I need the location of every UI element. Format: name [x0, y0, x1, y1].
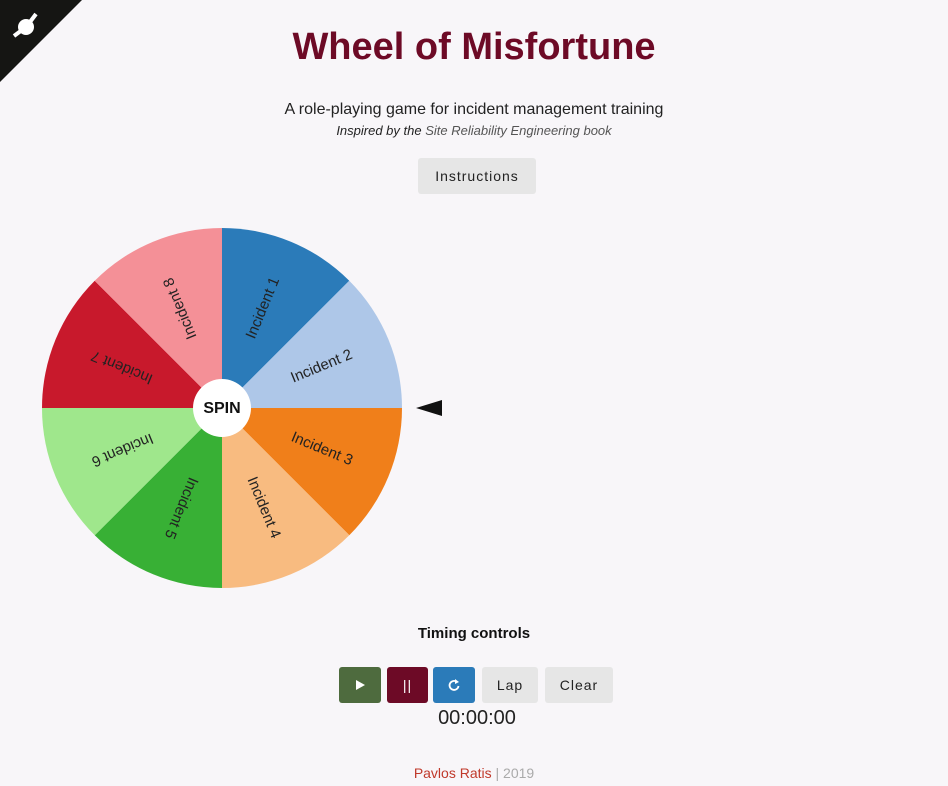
wheel-segment: [222, 408, 350, 588]
wheel-segment: [222, 228, 350, 408]
footer-author[interactable]: Pavlos Ratis: [413, 765, 492, 781]
play-icon: [356, 680, 365, 690]
footer: Pavlos Ratis | 2019: [0, 765, 948, 781]
pause-button[interactable]: ||: [387, 667, 428, 703]
github-corner[interactable]: [0, 0, 82, 82]
spin-button-bg: [193, 379, 251, 437]
subtitle: A role-playing game for incident managem…: [284, 101, 664, 118]
lap-button[interactable]: Lap: [482, 667, 538, 703]
footer-year: | 2019: [495, 765, 535, 781]
wheel-segment: [42, 280, 222, 408]
spin-label[interactable]: SPIN: [203, 400, 240, 417]
book-link[interactable]: Site Reliability Engineering book: [425, 123, 612, 138]
clear-button[interactable]: Clear: [545, 667, 613, 703]
wheel-segment: [42, 408, 222, 536]
wheel-pointer: [416, 400, 442, 416]
instructions-button[interactable]: Instructions: [418, 158, 536, 194]
timing-title: Timing controls: [417, 625, 531, 642]
inspired-prefix: Inspired by the: [336, 123, 422, 138]
reset-button[interactable]: [433, 667, 475, 703]
inspired-line: Inspired by the Site Reliability Enginee…: [0, 123, 948, 138]
wheel-segment: [94, 228, 222, 408]
reset-icon: [448, 679, 460, 691]
timer: 00:00:00: [438, 707, 516, 729]
octocat-arm: [12, 12, 38, 38]
title: Wheel of Misfortune: [292, 26, 656, 68]
wheel-segment: [222, 408, 402, 536]
corner-bg: [0, 0, 82, 82]
play-button[interactable]: [339, 667, 381, 703]
wheel-segment: [222, 280, 402, 408]
wheel-segment: [94, 408, 222, 588]
